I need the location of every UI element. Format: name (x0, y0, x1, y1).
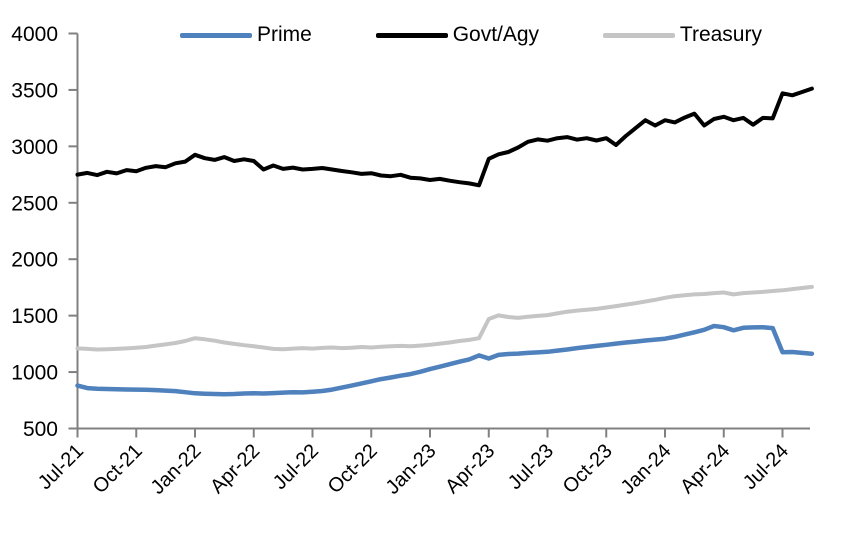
x-tick-label: Jul-21 (34, 440, 88, 494)
series-line-treasury (75, 284, 814, 352)
y-tick-label: 1500 (11, 305, 58, 328)
x-tick-label: Oct-21 (89, 440, 147, 498)
x-tick-label: Jul-24 (739, 440, 793, 494)
series-line-prime (75, 323, 815, 397)
x-tick-label: Jan-24 (617, 440, 676, 499)
x-tick-label: Jan-22 (147, 440, 206, 499)
x-tick-label: Jan-23 (382, 440, 441, 499)
x-tick-label: Oct-23 (559, 440, 617, 498)
x-tick-label: Jul-23 (504, 440, 558, 494)
x-tick-label: Jul-22 (269, 440, 323, 494)
x-tick-label: Apr-22 (206, 440, 264, 498)
y-tick-label: 3000 (11, 136, 58, 159)
y-tick-label: 2500 (11, 192, 58, 215)
series-line-govt-agy (75, 86, 814, 188)
x-tick-label: Oct-22 (324, 440, 382, 498)
y-tick-label: 2000 (11, 249, 58, 272)
y-tick-label: 3500 (11, 79, 58, 102)
y-tick-label: 1000 (11, 362, 58, 385)
y-tick-label: 4000 (11, 23, 58, 46)
y-tick-label: 500 (23, 418, 58, 441)
x-tick-label: Apr-23 (441, 440, 499, 498)
x-tick-label: Apr-24 (676, 440, 734, 498)
